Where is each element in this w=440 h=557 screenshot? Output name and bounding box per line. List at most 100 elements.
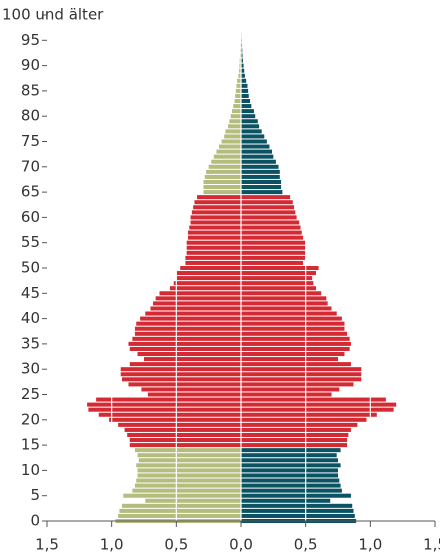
bar bbox=[241, 225, 301, 230]
bar bbox=[230, 114, 241, 119]
y-tick-label: 5 bbox=[30, 486, 40, 504]
bar bbox=[241, 326, 345, 331]
bar bbox=[129, 443, 241, 448]
bar bbox=[128, 341, 241, 346]
bar bbox=[241, 311, 337, 316]
bar bbox=[197, 195, 241, 200]
bar bbox=[241, 387, 340, 392]
bar bbox=[150, 306, 241, 311]
y-tick-label: 50 bbox=[21, 259, 40, 277]
bar bbox=[119, 508, 241, 513]
bar bbox=[241, 164, 279, 169]
bar bbox=[221, 139, 241, 144]
bar bbox=[239, 63, 241, 68]
bar bbox=[241, 73, 245, 78]
bar bbox=[241, 48, 243, 53]
bar bbox=[241, 58, 243, 63]
bar bbox=[241, 255, 306, 260]
bar bbox=[87, 402, 242, 407]
x-tick-label: 1,0 bbox=[100, 536, 124, 554]
bar bbox=[241, 63, 244, 68]
bar bbox=[216, 149, 241, 154]
x-tick-label: 1,5 bbox=[35, 536, 59, 554]
bar bbox=[173, 281, 241, 286]
bar bbox=[193, 205, 241, 210]
bar bbox=[138, 458, 241, 463]
bar bbox=[153, 301, 241, 306]
bar bbox=[241, 453, 337, 458]
bar bbox=[134, 448, 241, 453]
y-tick-label: 75 bbox=[21, 132, 40, 150]
bar bbox=[190, 215, 241, 220]
bar bbox=[241, 468, 338, 473]
bar bbox=[118, 422, 241, 427]
bar bbox=[241, 119, 258, 124]
bar bbox=[239, 58, 241, 63]
bar bbox=[129, 362, 241, 367]
bar bbox=[241, 412, 377, 417]
bar bbox=[241, 210, 296, 215]
y-tick-label: 20 bbox=[21, 410, 40, 428]
bar bbox=[187, 235, 241, 240]
bar bbox=[241, 159, 276, 164]
bar bbox=[180, 265, 241, 271]
y-tick-label: 85 bbox=[21, 81, 40, 99]
bar bbox=[241, 78, 247, 83]
bar bbox=[241, 402, 397, 407]
bar bbox=[204, 174, 241, 179]
bar bbox=[129, 438, 241, 443]
y-tick-label: 95 bbox=[21, 31, 40, 49]
bar bbox=[241, 88, 249, 93]
bar bbox=[186, 240, 241, 245]
bar bbox=[134, 483, 241, 488]
bar bbox=[137, 473, 241, 478]
bar bbox=[137, 351, 241, 357]
y-tick-label: 25 bbox=[21, 385, 40, 403]
bar bbox=[233, 104, 241, 109]
y-tick-label: 70 bbox=[21, 157, 40, 175]
bar bbox=[98, 412, 241, 417]
bar bbox=[185, 255, 241, 260]
bar bbox=[176, 276, 241, 281]
bar bbox=[231, 109, 241, 114]
bar bbox=[194, 200, 241, 205]
bar bbox=[118, 513, 241, 518]
bar bbox=[241, 427, 351, 432]
bar bbox=[203, 185, 241, 190]
bar bbox=[241, 68, 245, 73]
bar bbox=[241, 306, 332, 311]
bar bbox=[211, 159, 241, 164]
bar bbox=[241, 185, 282, 190]
bar bbox=[123, 493, 241, 498]
bar bbox=[239, 68, 241, 73]
bar bbox=[241, 124, 260, 129]
bar bbox=[241, 174, 280, 179]
bar bbox=[140, 316, 241, 321]
bar bbox=[241, 93, 249, 98]
bar bbox=[145, 311, 241, 316]
bar bbox=[241, 129, 262, 134]
x-tick-label: 1,0 bbox=[358, 536, 382, 554]
bar bbox=[120, 367, 241, 372]
bar bbox=[124, 427, 241, 432]
bar bbox=[241, 281, 314, 286]
bar bbox=[241, 443, 348, 448]
bar bbox=[241, 432, 349, 438]
bar bbox=[127, 432, 241, 438]
bar bbox=[241, 205, 295, 210]
bar bbox=[241, 190, 283, 195]
bar bbox=[208, 164, 241, 169]
bar bbox=[176, 271, 241, 276]
bar bbox=[190, 220, 241, 225]
bar bbox=[241, 367, 362, 372]
bar bbox=[241, 321, 345, 326]
bar bbox=[241, 134, 265, 139]
bar bbox=[241, 417, 367, 422]
bar bbox=[136, 478, 241, 483]
bar bbox=[241, 104, 252, 109]
x-tick-label: 0,0 bbox=[229, 536, 253, 554]
bar bbox=[241, 503, 353, 508]
y-tick-label: 90 bbox=[21, 56, 40, 74]
bar bbox=[128, 382, 241, 387]
bar bbox=[241, 438, 348, 443]
